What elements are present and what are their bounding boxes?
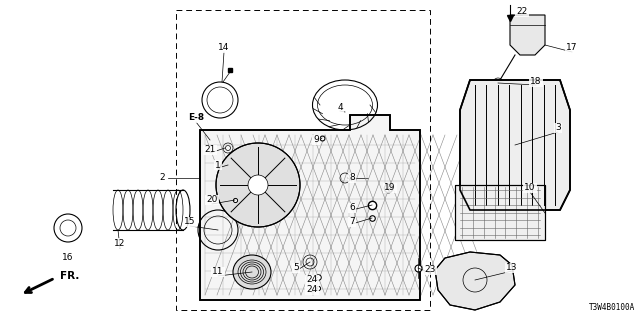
Text: 11: 11 xyxy=(212,268,224,276)
Text: 22: 22 xyxy=(516,7,527,17)
Polygon shape xyxy=(510,15,545,55)
Text: 5: 5 xyxy=(293,263,299,273)
Circle shape xyxy=(216,143,300,227)
Polygon shape xyxy=(435,252,515,310)
Text: 18: 18 xyxy=(531,77,541,86)
Text: 7: 7 xyxy=(349,218,355,227)
Text: 12: 12 xyxy=(115,238,125,247)
Polygon shape xyxy=(460,80,570,210)
Text: 9: 9 xyxy=(313,135,319,145)
Text: 4: 4 xyxy=(337,103,343,113)
Text: 17: 17 xyxy=(566,44,578,52)
Text: 8: 8 xyxy=(349,173,355,182)
Text: 2: 2 xyxy=(159,173,165,182)
Text: 19: 19 xyxy=(384,183,396,193)
Bar xyxy=(176,10,430,310)
Polygon shape xyxy=(455,185,545,240)
Text: 6: 6 xyxy=(349,204,355,212)
Text: 16: 16 xyxy=(62,253,74,262)
Text: 3: 3 xyxy=(555,124,561,132)
Polygon shape xyxy=(200,115,420,300)
Text: 20: 20 xyxy=(206,196,218,204)
Text: 13: 13 xyxy=(506,263,518,273)
Text: 21: 21 xyxy=(204,146,216,155)
Text: 24: 24 xyxy=(307,285,317,294)
Text: 10: 10 xyxy=(524,183,536,193)
Ellipse shape xyxy=(233,255,271,289)
Text: 23: 23 xyxy=(424,266,436,275)
Circle shape xyxy=(248,175,268,195)
Text: 14: 14 xyxy=(218,44,230,52)
Text: 24: 24 xyxy=(307,276,317,284)
Text: T3W4B0100A: T3W4B0100A xyxy=(589,303,635,312)
Text: FR.: FR. xyxy=(60,271,79,281)
Text: 15: 15 xyxy=(184,218,196,227)
Text: 1: 1 xyxy=(215,161,221,170)
Text: E-8: E-8 xyxy=(188,114,204,123)
